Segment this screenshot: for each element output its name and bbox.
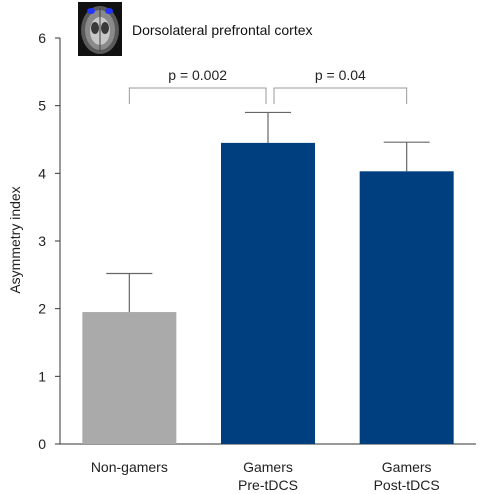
x-category-label: Pre-tDCS bbox=[238, 477, 298, 493]
category-labels: Non-gamers Gamers Pre-tDCS Gamers Post-tDCS bbox=[91, 459, 440, 493]
error-bars bbox=[106, 111, 430, 313]
y-tick-label: 4 bbox=[38, 165, 46, 181]
y-ticks: 0 1 2 3 4 5 6 bbox=[38, 30, 60, 452]
x-category-label: Gamers bbox=[243, 459, 293, 475]
significance-annotations: p = 0.002 p = 0.04 bbox=[128, 67, 408, 104]
y-tick-label: 2 bbox=[38, 301, 46, 317]
y-tick-label: 6 bbox=[38, 30, 46, 46]
significance-bracket bbox=[128, 87, 267, 104]
bars bbox=[82, 142, 454, 444]
y-tick-label: 5 bbox=[38, 98, 46, 114]
bar bbox=[221, 142, 315, 444]
y-axis-label: Asymmetry index bbox=[7, 186, 23, 293]
p-value-label: p = 0.04 bbox=[315, 67, 366, 83]
y-tick-label: 3 bbox=[38, 233, 46, 249]
p-value-label: p = 0.002 bbox=[168, 67, 227, 83]
bar bbox=[82, 312, 177, 444]
y-tick-label: 1 bbox=[38, 368, 46, 384]
brain-scan-icon bbox=[78, 2, 122, 56]
chart-title: Dorsolateral prefrontal cortex bbox=[132, 22, 313, 38]
x-category-label: Post-tDCS bbox=[374, 477, 440, 493]
y-tick-label: 0 bbox=[38, 436, 46, 452]
significance-bracket bbox=[273, 87, 408, 104]
x-category-label: Non-gamers bbox=[91, 459, 168, 475]
bar bbox=[359, 171, 454, 444]
x-category-label: Gamers bbox=[382, 459, 432, 475]
